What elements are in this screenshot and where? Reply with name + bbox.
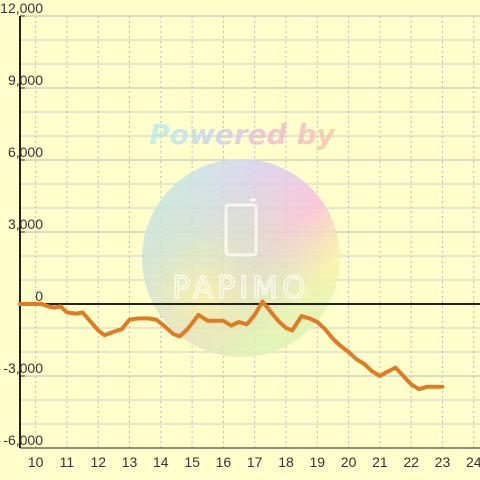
y-tick-label: -6,000 [3,432,43,448]
y-tick-label: 0 [35,288,43,304]
x-tick-label: 16 [216,454,232,470]
y-tick-label: 9,000 [8,72,43,88]
powered-by-watermark: Powered by PAPIMO [142,118,340,357]
x-tick-label: 22 [403,454,419,470]
y-tick-label: -3,000 [3,360,43,376]
x-tick-label: 19 [309,454,325,470]
axes [19,15,480,449]
watermark-logo: PAPIMO [172,271,309,306]
phone-icon [224,198,258,257]
x-tick-label: 12 [90,454,106,470]
y-tick-label: 3,000 [8,216,43,232]
x-tick-label: 14 [153,454,169,470]
y-tick-label: 6,000 [8,144,43,160]
x-tick-label: 23 [435,454,451,470]
x-tick-label: 20 [341,454,357,470]
tick-labels: -6,000 -3,000 0 3,000 6,000 9,000 12,000 10 11 12… [0,0,480,470]
x-tick-label: 11 [60,454,75,470]
x-tick-label: 18 [278,454,294,470]
y-tick-label: 12,000 [0,0,43,16]
series-line [18,299,445,392]
x-tick-label: 17 [247,454,263,470]
x-tick-label: 24 [466,454,480,470]
watermark-text: Powered by [149,118,336,151]
x-tick-label: 10 [28,454,44,470]
x-tick-label: 15 [184,454,200,470]
x-tick-label: 13 [122,454,138,470]
x-tick-label: 21 [372,454,388,470]
series-layer [18,299,445,392]
